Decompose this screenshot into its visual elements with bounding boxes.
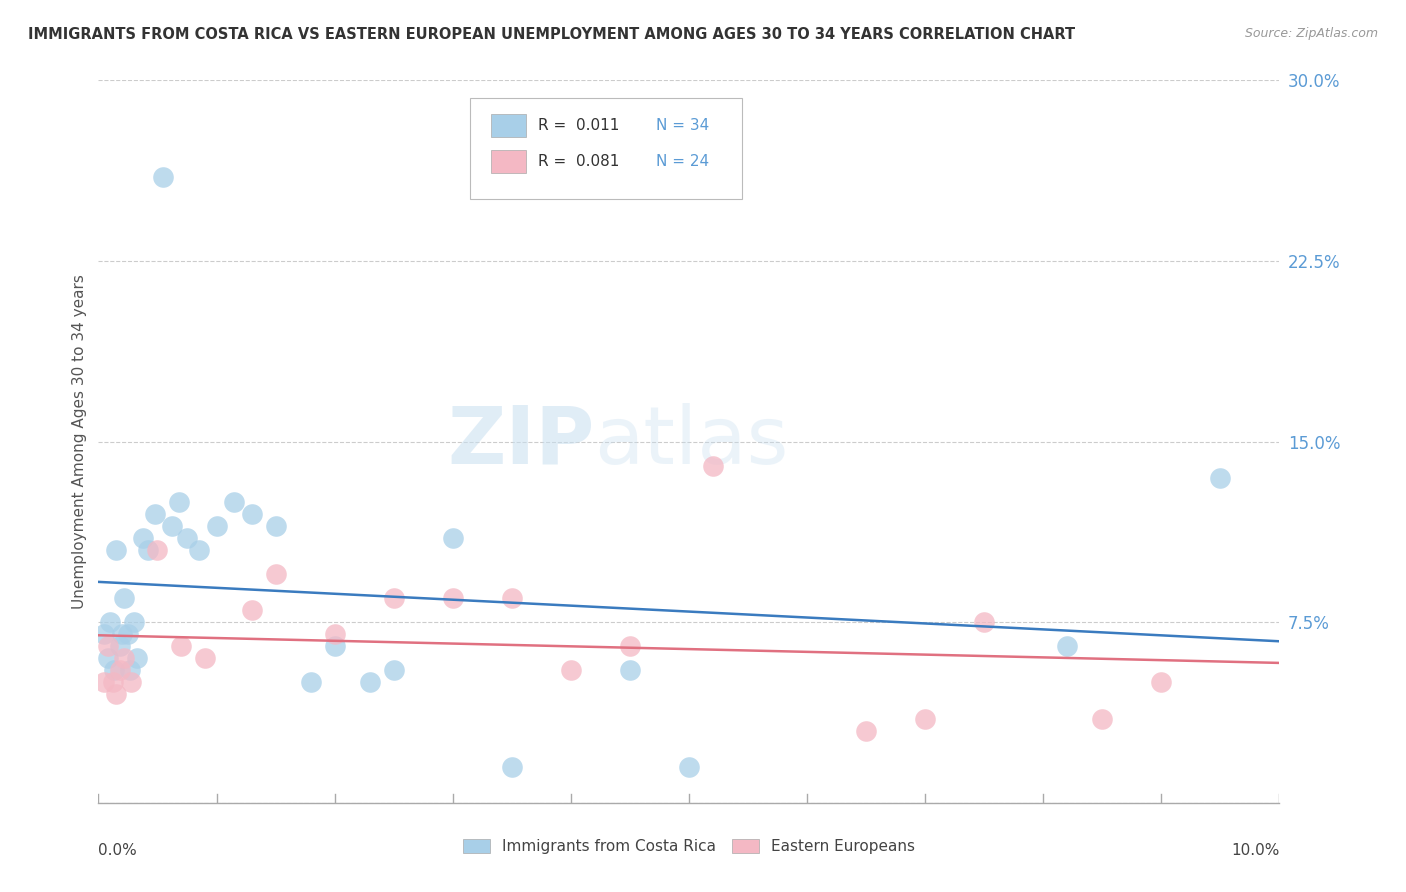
Text: N = 34: N = 34	[655, 118, 709, 133]
Point	[167, 494, 190, 508]
Point	[1056, 639, 1078, 653]
Point	[112, 591, 135, 606]
Point	[501, 591, 523, 606]
Point	[1150, 675, 1173, 690]
Point	[323, 627, 346, 641]
Legend: Immigrants from Costa Rica, Eastern Europeans: Immigrants from Costa Rica, Eastern Euro…	[457, 832, 921, 860]
Text: R =  0.011: R = 0.011	[537, 118, 619, 133]
Point	[264, 519, 287, 533]
Point	[224, 494, 246, 508]
Text: 0.0%: 0.0%	[98, 843, 138, 857]
Point	[382, 591, 405, 606]
Point	[678, 760, 700, 774]
Point	[136, 542, 159, 557]
Point	[132, 531, 155, 545]
Point	[93, 627, 115, 641]
Point	[127, 651, 149, 665]
Point	[120, 664, 142, 678]
Point	[170, 639, 193, 653]
Text: Source: ZipAtlas.com: Source: ZipAtlas.com	[1244, 27, 1378, 40]
Text: R =  0.081: R = 0.081	[537, 153, 619, 169]
Point	[121, 675, 143, 690]
Point	[97, 639, 120, 653]
Point	[973, 615, 995, 630]
Point	[108, 639, 131, 653]
Point	[205, 519, 228, 533]
Point	[240, 507, 263, 521]
Text: N = 24: N = 24	[655, 153, 709, 169]
Point	[1091, 712, 1114, 726]
Point	[143, 507, 166, 521]
Point	[112, 651, 135, 665]
Point	[914, 712, 936, 726]
FancyBboxPatch shape	[471, 98, 742, 200]
Point	[382, 664, 405, 678]
Point	[441, 591, 464, 606]
Y-axis label: Unemployment Among Ages 30 to 34 years: Unemployment Among Ages 30 to 34 years	[72, 274, 87, 609]
Point	[240, 603, 263, 617]
Point	[105, 687, 128, 701]
Text: atlas: atlas	[595, 402, 789, 481]
Point	[299, 675, 322, 690]
Text: ZIP: ZIP	[447, 402, 595, 481]
Point	[122, 615, 145, 630]
Point	[105, 542, 128, 557]
Text: 10.0%: 10.0%	[1232, 843, 1279, 857]
Point	[111, 627, 134, 641]
Point	[619, 639, 641, 653]
Point	[264, 567, 287, 582]
Point	[501, 760, 523, 774]
Point	[176, 531, 198, 545]
Point	[323, 639, 346, 653]
Point	[97, 651, 120, 665]
Point	[93, 675, 115, 690]
Point	[1209, 471, 1232, 485]
Text: IMMIGRANTS FROM COSTA RICA VS EASTERN EUROPEAN UNEMPLOYMENT AMONG AGES 30 TO 34 : IMMIGRANTS FROM COSTA RICA VS EASTERN EU…	[28, 27, 1076, 42]
Point	[619, 664, 641, 678]
Point	[187, 542, 209, 557]
Point	[98, 615, 121, 630]
Point	[194, 651, 217, 665]
Point	[702, 458, 724, 473]
Point	[146, 542, 169, 557]
Point	[441, 531, 464, 545]
Point	[152, 169, 174, 184]
Point	[117, 627, 139, 641]
Point	[160, 519, 183, 533]
Point	[108, 664, 131, 678]
Point	[855, 723, 877, 738]
Point	[359, 675, 381, 690]
Point	[103, 664, 125, 678]
Bar	[491, 113, 526, 136]
Point	[560, 664, 582, 678]
Point	[101, 675, 124, 690]
Bar	[491, 150, 526, 173]
